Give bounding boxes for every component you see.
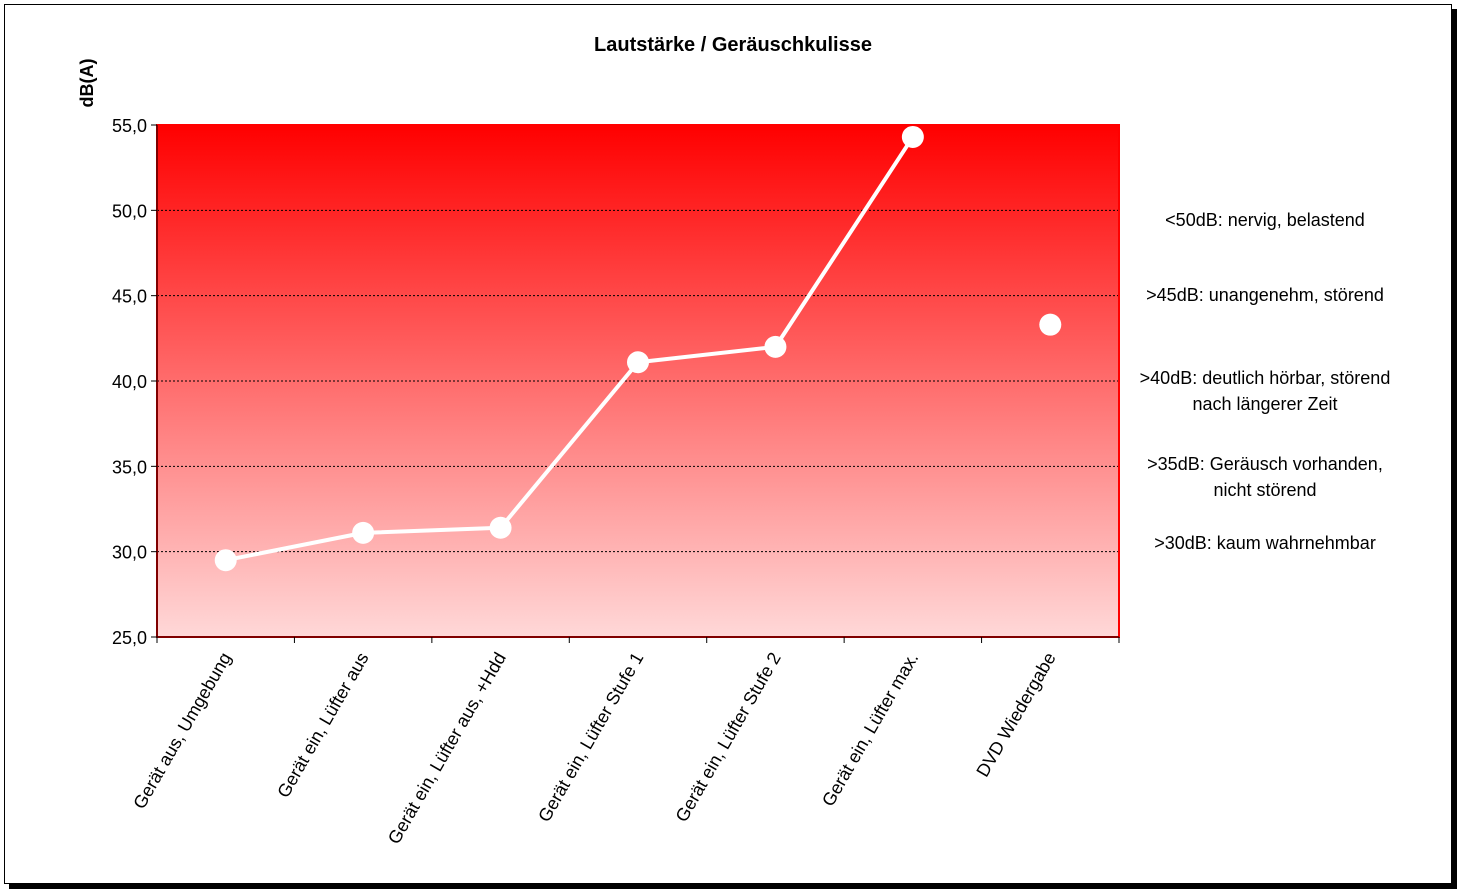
y-tick-label: 30,0 [112,543,147,563]
data-point [764,335,787,358]
x-axis-ticks: Gerät aus, Umgebung Gerät ein, Lüfter aus… [129,637,1120,847]
x-tick-label: Gerät ein, Lüfter aus [273,649,372,801]
series-line [225,135,915,563]
threshold-note: >45dB: unangenehm, störend [1146,285,1384,305]
data-point [901,125,924,148]
x-tick-label: Gerät ein, Lüfter max. [818,649,922,810]
y-tick-label: 45,0 [112,287,147,307]
y-tick-label: 40,0 [112,372,147,392]
y-axis-label: dB(A) [77,59,97,108]
threshold-note: >30dB: kaum wahrnehmbar [1154,533,1376,553]
chart-frame: Lautstärke / Geräuschkulisse dB(A) 25,0 3… [4,4,1452,884]
y-tick-label: 50,0 [112,201,147,221]
x-tick-label: Gerät aus, Umgebung [129,649,235,812]
gridlines [157,209,1119,553]
data-point [489,516,512,539]
x-tick-label: DVD Wiedergabe [972,649,1059,780]
annotations: <50dB: nervig, belastend >45dB: unangeneh… [1140,210,1391,553]
chart-title: Lautstärke / Geräuschkulisse [594,34,872,56]
y-tick-label: 35,0 [112,457,147,477]
data-point [214,549,237,572]
y-tick-label: 25,0 [112,628,147,648]
y-axis-ticks: 25,0 30,0 35,0 40,0 45,0 50,0 55,0 [112,116,157,648]
noise-level-chart: Lautstärke / Geräuschkulisse dB(A) 25,0 3… [77,34,1391,847]
y-tick-label: 55,0 [112,116,147,136]
series-layer [214,125,1062,572]
x-tick-label: Gerät ein, Lüfter aus, +Hdd [384,649,510,847]
threshold-note: >40dB: deutlich hörbar, störend nach läng… [1140,368,1391,414]
threshold-note: >35dB: Geräusch vorhanden, nicht störend [1147,454,1383,500]
data-point [352,521,375,544]
x-tick-label: Gerät ein, Lüfter Stufe 1 [534,649,647,825]
data-point [1039,313,1062,336]
x-tick-label: Gerät ein, Lüfter Stufe 2 [672,649,785,825]
threshold-note: <50dB: nervig, belastend [1165,210,1365,230]
data-point [627,351,649,374]
